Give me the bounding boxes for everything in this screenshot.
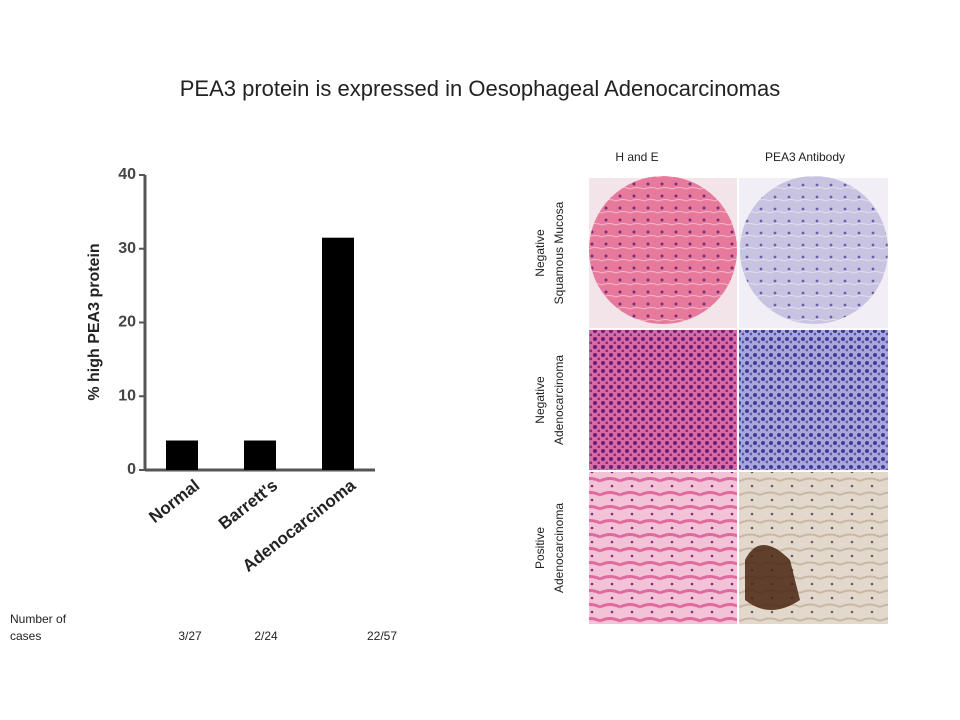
column-header: H and E	[615, 150, 658, 164]
x-tick-label: Normal	[145, 476, 203, 527]
bar	[166, 440, 198, 470]
y-tick-label: 30	[118, 240, 136, 257]
row-label: Negative	[533, 376, 547, 424]
bar	[244, 440, 276, 470]
case-count: 3/27	[178, 629, 202, 643]
bar	[322, 237, 354, 470]
row-label: Adenocarcinoma	[552, 355, 566, 445]
row-label: Negative	[533, 229, 547, 277]
y-tick-label: 0	[127, 461, 136, 478]
y-tick-label: 10	[118, 387, 136, 404]
tissue-image	[739, 330, 888, 470]
slide-title: PEA3 protein is expressed in Oesophageal…	[180, 76, 780, 101]
row-label: Positive	[533, 527, 547, 569]
tissue-image	[589, 472, 737, 624]
histology-panel	[589, 176, 888, 624]
y-axis-label: % high PEA3 protein	[86, 243, 103, 400]
cases-label: cases	[10, 629, 41, 643]
y-tick-label: 40	[118, 166, 136, 183]
cases-label: Number of	[10, 612, 67, 626]
tissue-image	[589, 176, 737, 324]
case-count: 2/24	[254, 629, 278, 643]
stain-region	[745, 545, 800, 610]
case-count: 22/57	[367, 629, 397, 643]
y-tick-label: 20	[118, 314, 136, 331]
column-header: PEA3 Antibody	[765, 150, 845, 164]
row-label: Adenocarcinoma	[552, 503, 566, 593]
tissue-image	[740, 176, 888, 324]
row-label: Squamous Mucosa	[552, 201, 566, 304]
tissue-image	[589, 330, 737, 470]
x-tick-label: Barrett's	[215, 476, 281, 534]
